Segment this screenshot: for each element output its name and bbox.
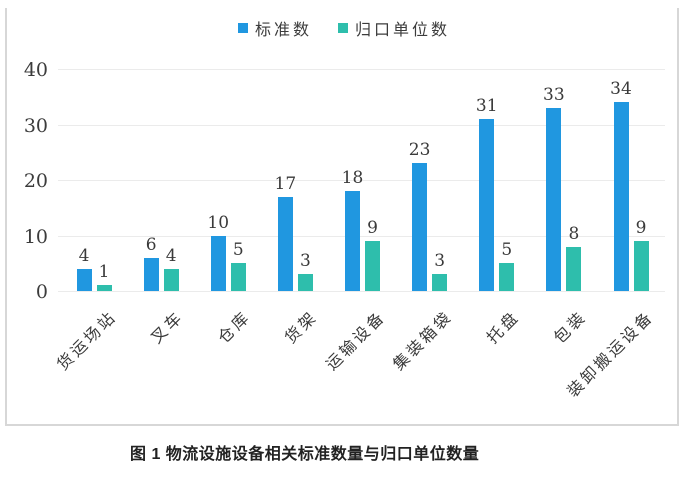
bar-units-2 [163, 268, 179, 291]
bar-units-7 [499, 263, 515, 291]
bar-standards-7 [479, 118, 495, 291]
bar-units-8 [566, 246, 582, 291]
legend-label: 标准数 [254, 20, 312, 39]
legend-swatch-icon [237, 23, 248, 33]
y-tick-label-40: 40 [23, 59, 48, 81]
y-tick-label-0: 0 [35, 281, 48, 303]
value-label-units-5: 9 [367, 218, 378, 239]
figure-caption: 图 1 物流设施设备相关标准数量与归口单位数量 [130, 446, 480, 463]
value-label-units-9: 9 [635, 218, 647, 239]
value-label-standards-5: 18 [341, 168, 364, 189]
value-label-standards-2: 6 [145, 234, 157, 255]
gridline-20 [58, 180, 665, 181]
value-label-standards-8: 33 [543, 84, 565, 105]
bar-standards-9 [613, 102, 629, 291]
value-label-units-2: 4 [165, 245, 177, 266]
gridline-10 [58, 235, 665, 237]
bar-units-5 [365, 241, 380, 291]
bar-standards-5 [345, 191, 360, 291]
gridline-30 [58, 124, 665, 126]
bar-units-6 [432, 274, 448, 291]
y-tick-label-30: 30 [23, 114, 48, 137]
y-tick-label-20: 20 [23, 170, 48, 192]
bar-standards-4 [277, 196, 293, 291]
bar-units-9 [633, 241, 649, 291]
gridline-0 [58, 291, 665, 292]
legend-label: 归口单位数 [355, 20, 451, 39]
bar-standards-6 [412, 163, 428, 291]
bar-standards-1 [76, 268, 92, 291]
value-label-standards-4: 17 [274, 173, 297, 194]
value-label-units-8: 8 [568, 223, 580, 244]
bar-units-4 [297, 274, 313, 291]
value-label-standards-6: 23 [408, 140, 431, 161]
value-label-units-3: 5 [232, 240, 244, 261]
legend-item-units: 归口单位数 [338, 16, 450, 40]
value-label-units-7: 5 [501, 240, 513, 261]
bar-units-1 [96, 285, 112, 291]
bar-standards-3 [210, 235, 226, 291]
legend-swatch-icon [338, 23, 348, 33]
y-tick-label-10: 10 [23, 225, 48, 248]
bar-units-3 [230, 263, 246, 291]
bar-standards-8 [546, 107, 562, 291]
value-label-standards-9: 34 [610, 79, 632, 100]
chart-legend: 标准数 归口单位数 [0, 16, 688, 40]
value-label-standards-3: 10 [207, 212, 230, 233]
bar-standards-2 [143, 257, 159, 291]
chart-image-frame [5, 8, 679, 426]
gridline-40 [58, 69, 665, 70]
plot-area: 0 10 20 30 40 4 1 6 4 10 5 17 3 18 9 23 3 31 5 33 8 34 9 货运场站… [24, 59, 665, 401]
value-label-units-1: 1 [98, 262, 110, 283]
value-label-units-6: 3 [434, 251, 446, 272]
legend-item-standards: 标准数 [237, 16, 312, 40]
value-label-standards-7: 31 [475, 95, 498, 116]
value-label-units-4: 3 [299, 251, 311, 272]
value-label-standards-1: 4 [78, 245, 90, 266]
